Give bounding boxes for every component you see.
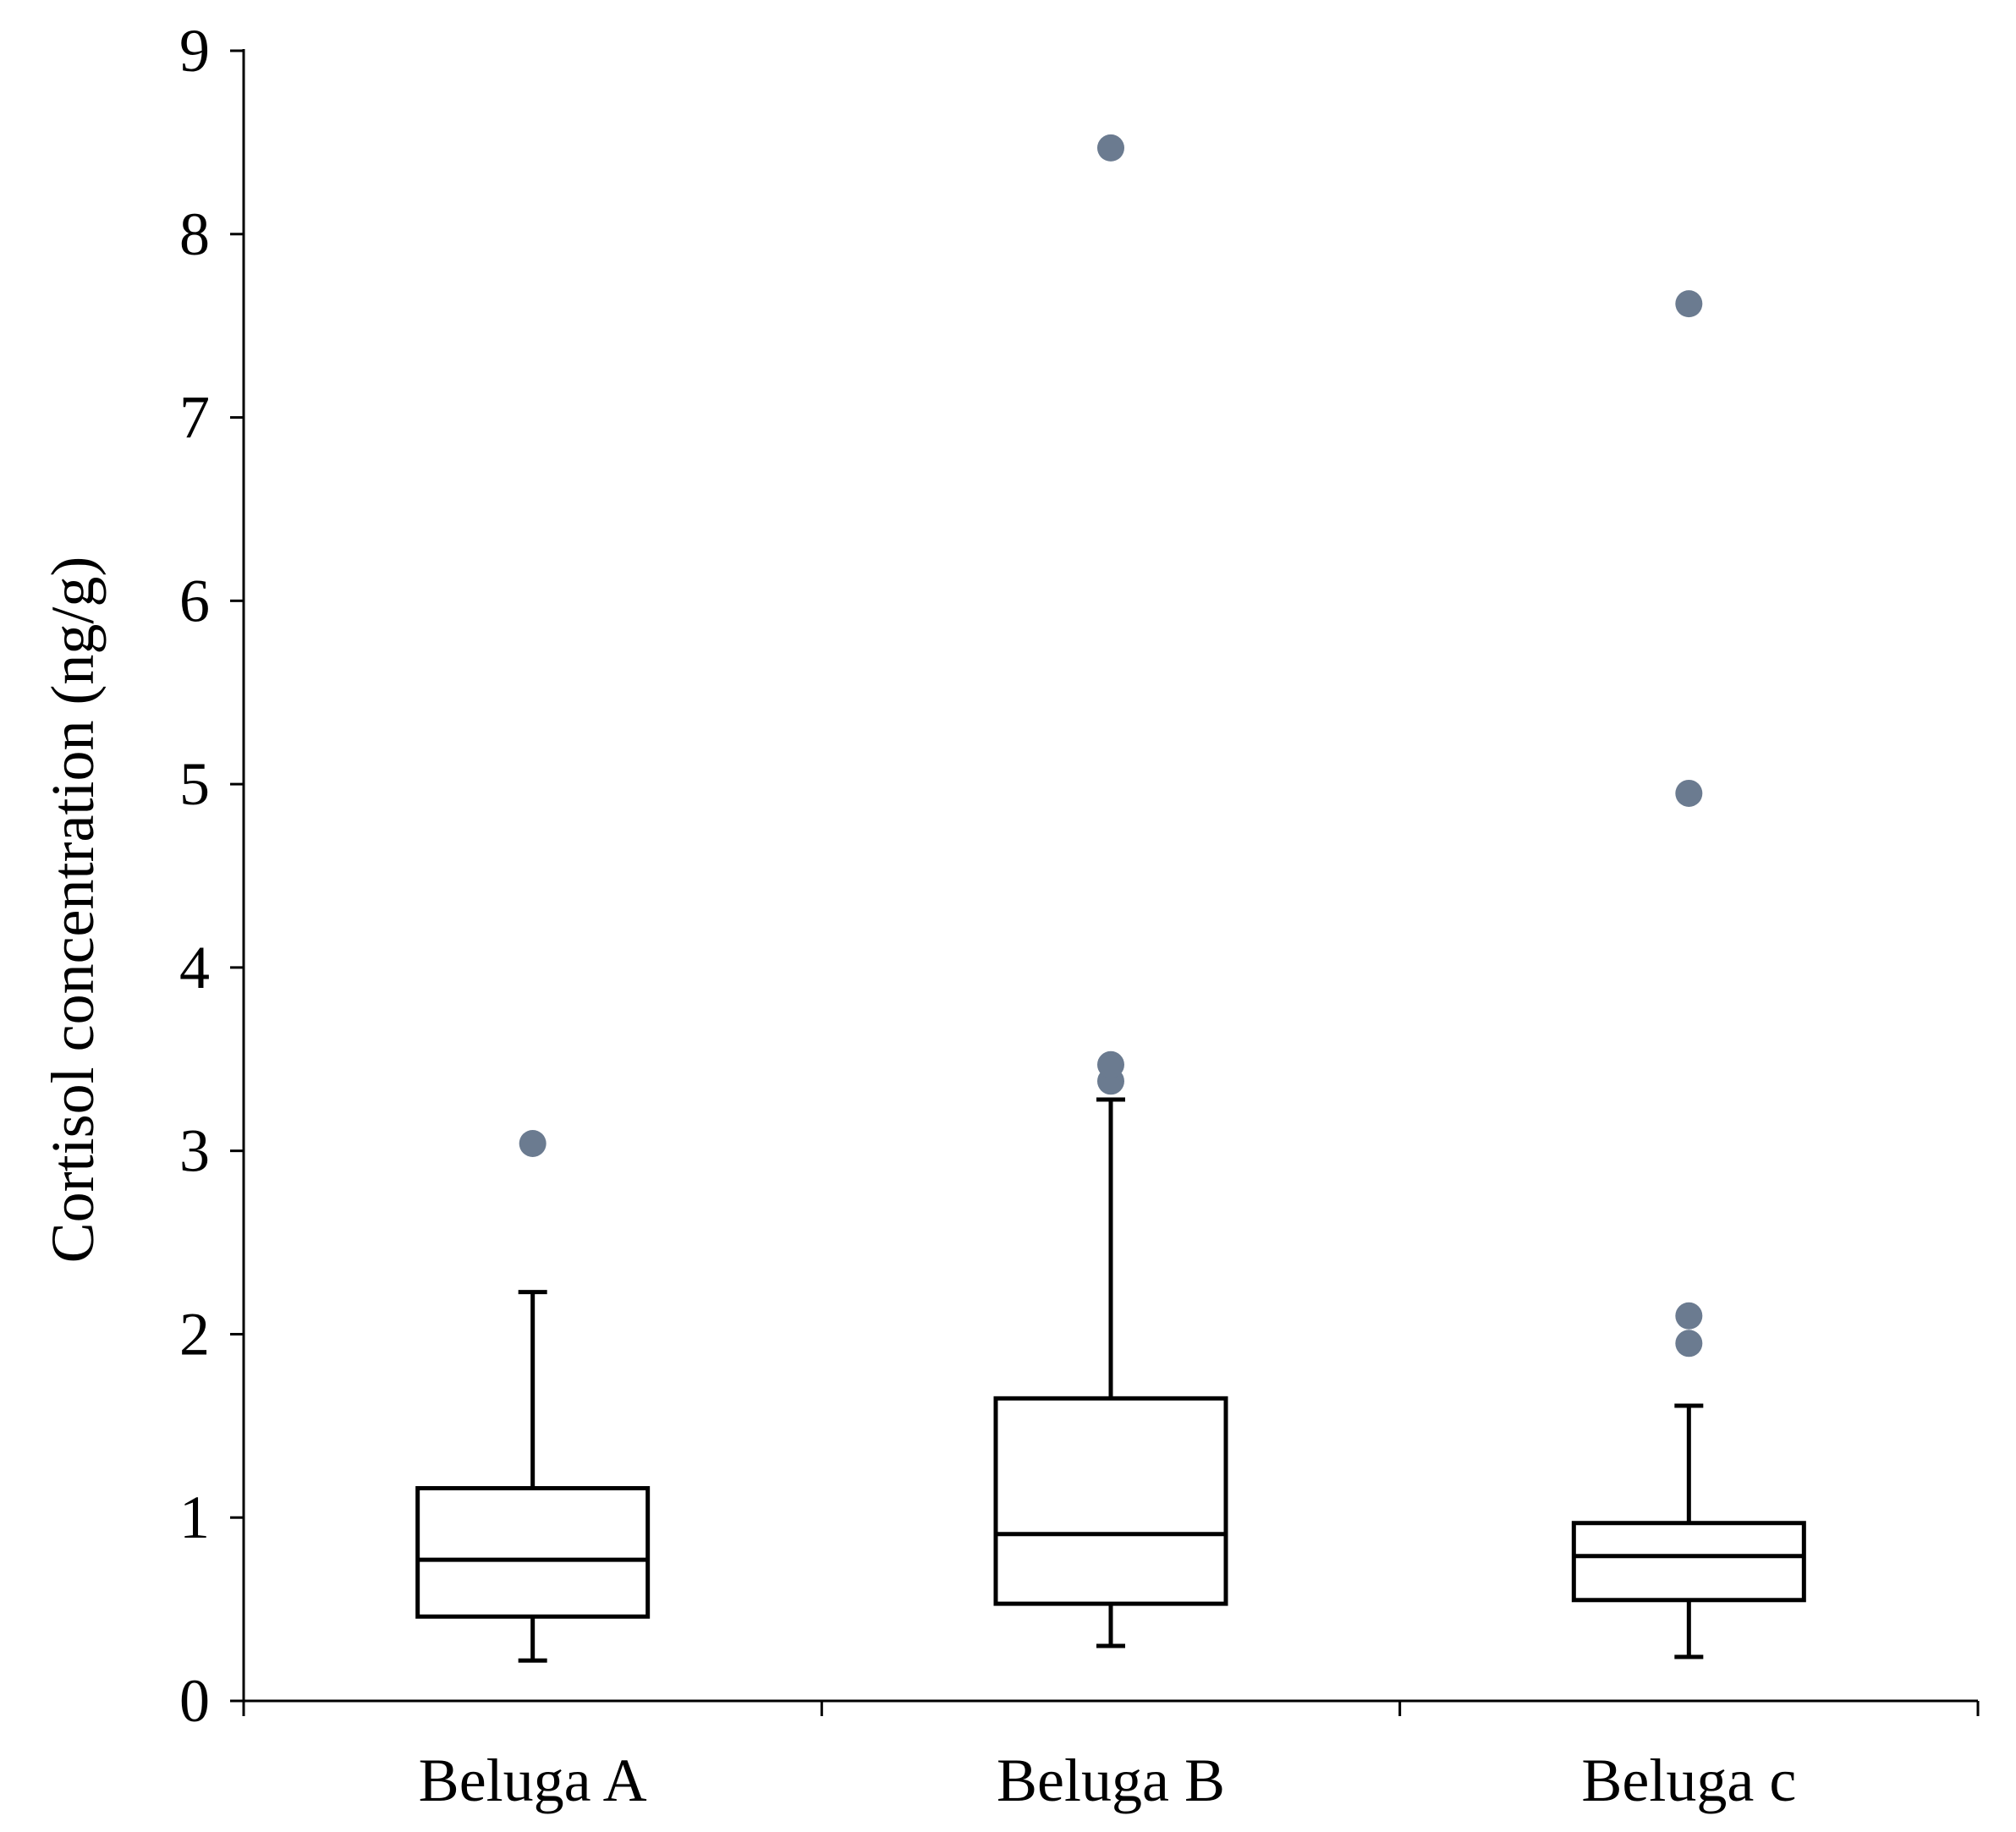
y-tick-label: 4 <box>179 934 210 1001</box>
y-tick-label: 3 <box>179 1117 210 1185</box>
box-3 <box>1571 1403 1806 1659</box>
boxes-group <box>415 1097 1806 1663</box>
outlier-point <box>519 1129 547 1157</box>
y-axis: 0 1 2 3 4 5 6 7 8 9 <box>179 17 245 1735</box>
y-tick-label: 6 <box>179 567 210 634</box>
outlier-point <box>1675 779 1703 807</box>
outlier-point <box>1675 1330 1703 1358</box>
y-axis-title: Cortisol concentration (ng/g) <box>39 557 107 1264</box>
y-tick-label: 7 <box>179 384 210 452</box>
y-tick-label: 8 <box>179 200 210 268</box>
iqr-box <box>415 1486 651 1619</box>
outliers-group <box>519 134 1703 1358</box>
x-tick-label: Beluga A <box>419 1747 647 1814</box>
box-2 <box>993 1097 1228 1648</box>
iqr-box <box>1571 1521 1806 1603</box>
outlier-point <box>1675 1302 1703 1330</box>
iqr-box <box>993 1396 1228 1606</box>
box-1 <box>415 1290 651 1663</box>
x-tick-label: Beluga B <box>997 1747 1225 1814</box>
y-tick-label: 0 <box>179 1667 210 1735</box>
outlier-point <box>1097 1050 1124 1078</box>
x-tick-label: Beluga c <box>1581 1747 1796 1814</box>
outlier-point <box>1097 134 1124 162</box>
x-axis: Beluga A Beluga B Beluga c <box>242 1699 1980 1814</box>
y-tick-label: 1 <box>179 1484 210 1551</box>
outlier-point <box>1675 290 1703 318</box>
y-tick-label: 2 <box>179 1300 210 1368</box>
y-tick-label: 5 <box>179 750 210 818</box>
y-tick-label: 9 <box>179 17 210 85</box>
